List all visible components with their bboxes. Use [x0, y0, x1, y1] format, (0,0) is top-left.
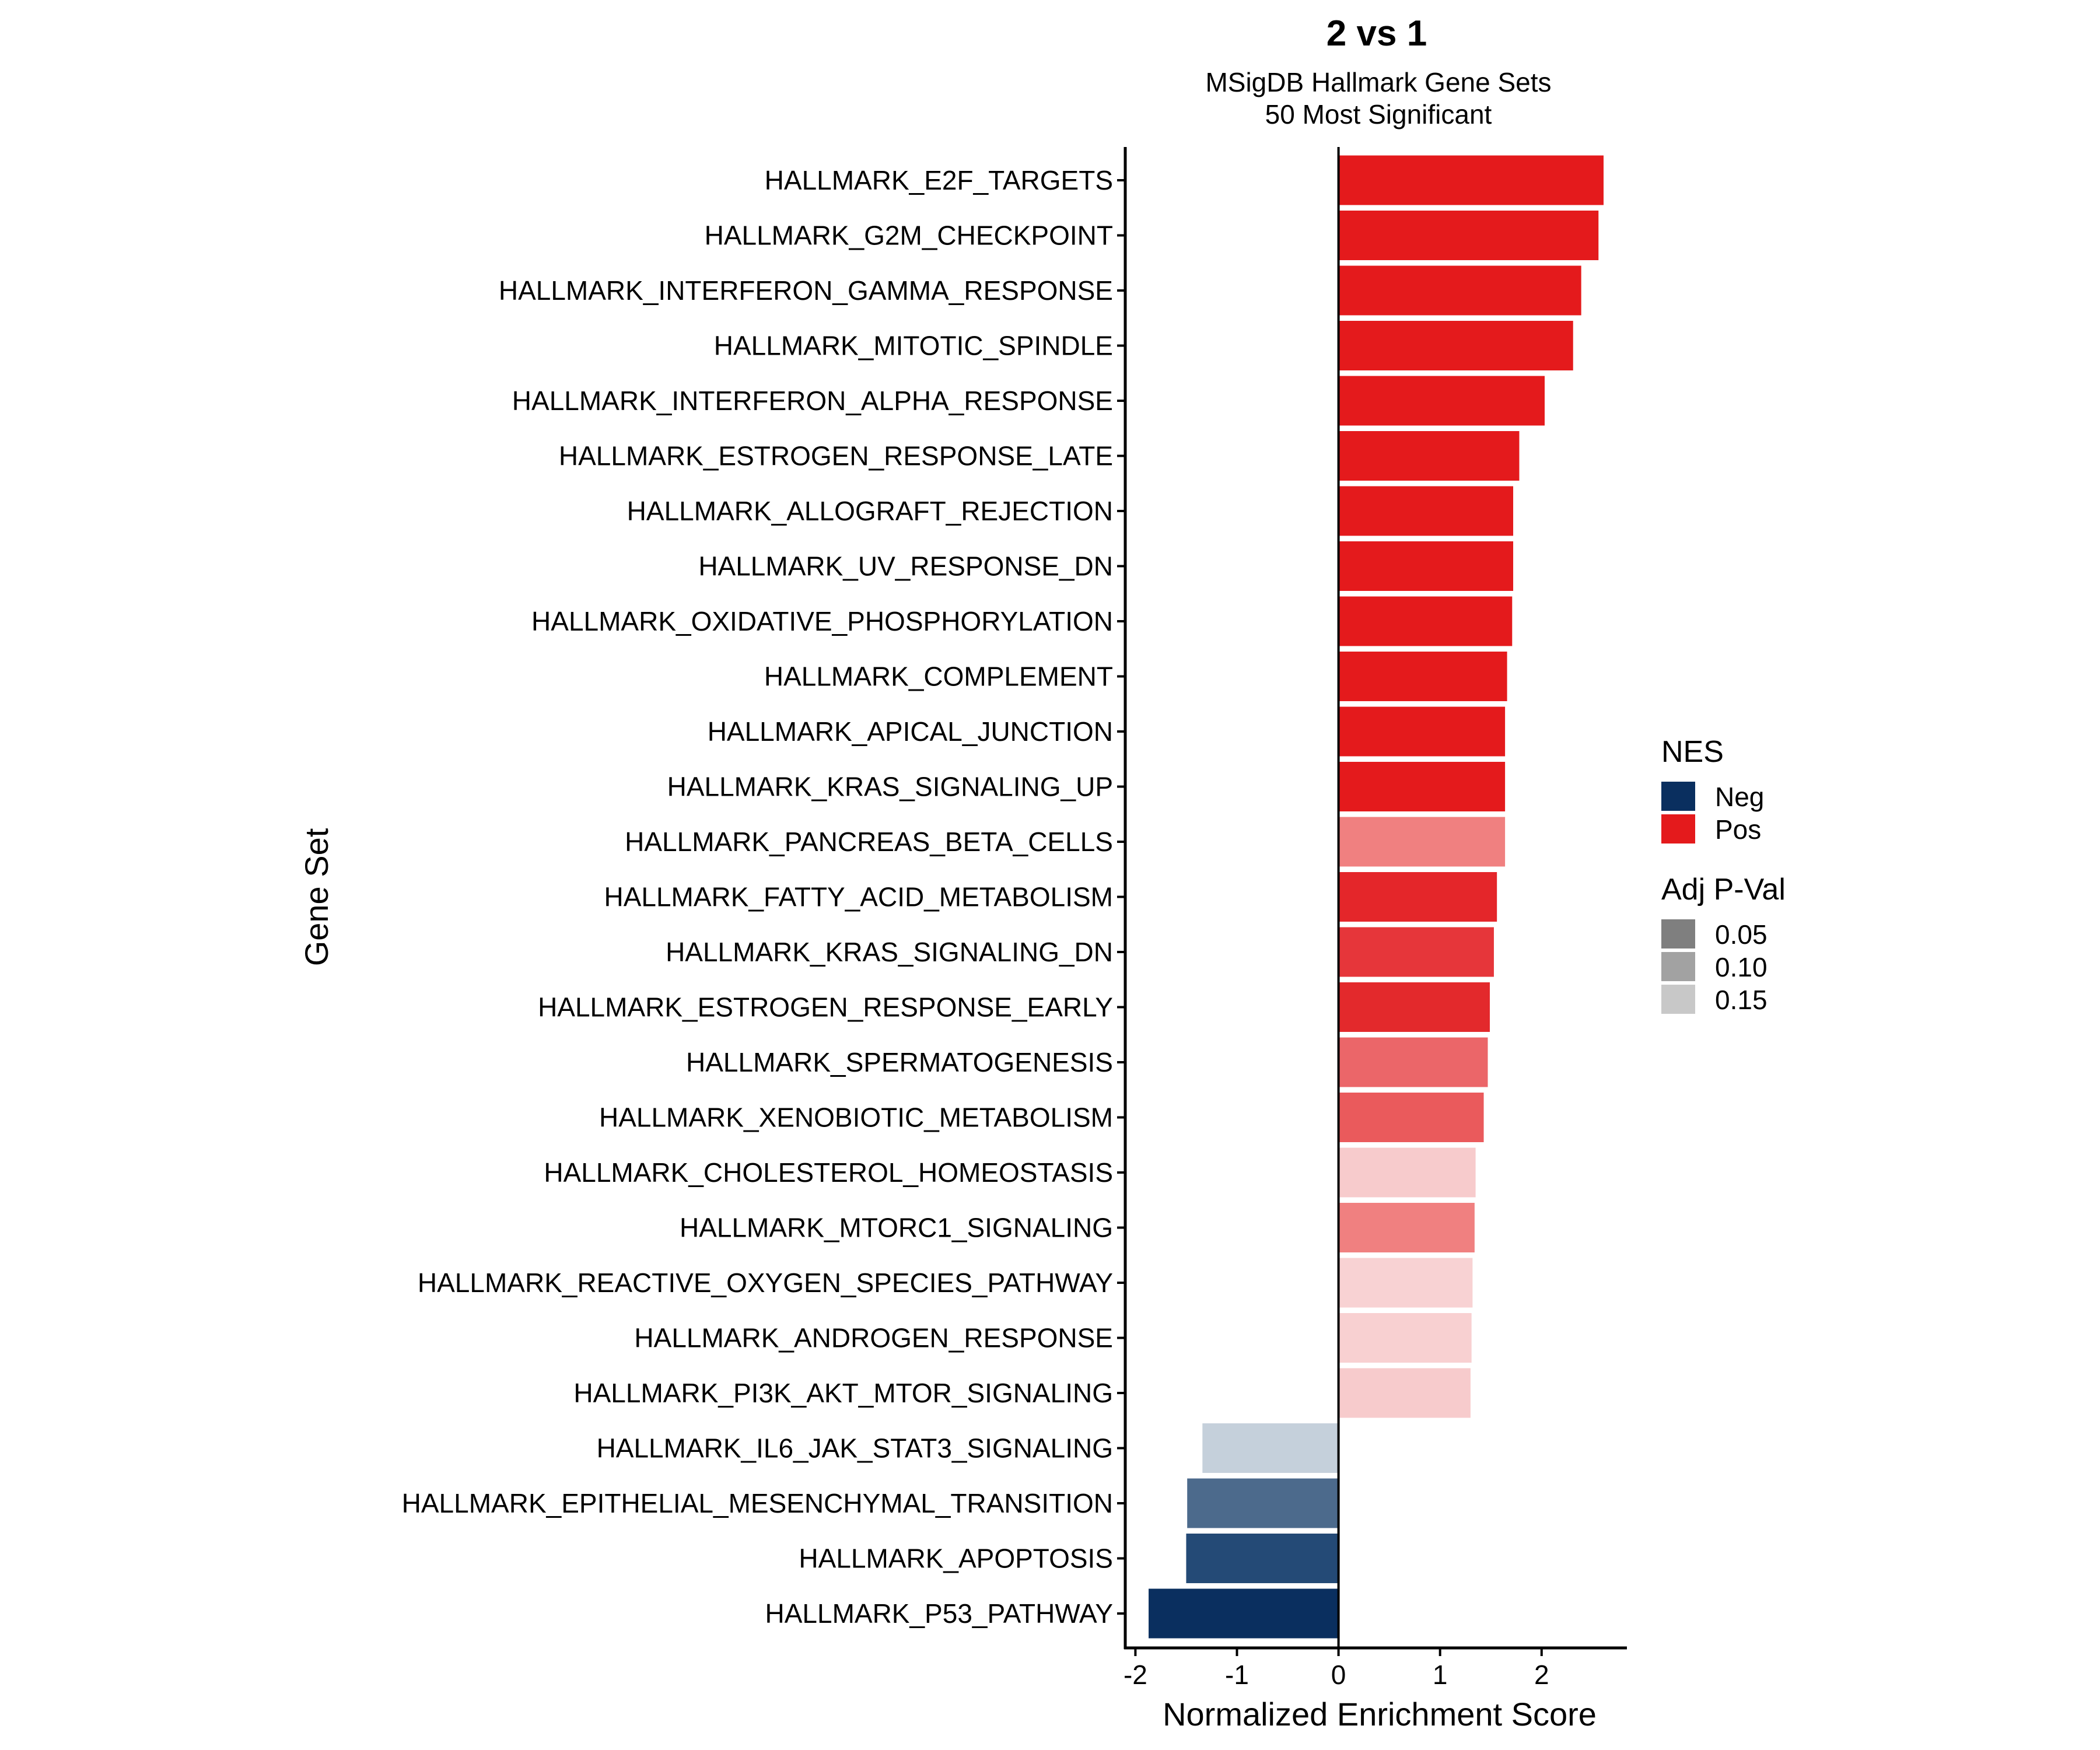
chart-subtitle-line-1: MSigDB Hallmark Gene Sets: [1205, 67, 1551, 97]
y-tick-label: HALLMARK_XENOBIOTIC_METABOLISM: [599, 1102, 1113, 1133]
bar-hallmark-e2f-targets: [1338, 155, 1604, 205]
y-tick-label: HALLMARK_MITOTIC_SPINDLE: [714, 331, 1113, 361]
bar-hallmark-kras-signaling-dn: [1338, 927, 1494, 977]
bar-hallmark-mtorc1-signaling: [1338, 1203, 1475, 1252]
bar-hallmark-fatty-acid-metabolism: [1338, 872, 1497, 922]
bar-hallmark-uv-response-dn: [1338, 541, 1514, 591]
x-tick-label: -1: [1225, 1660, 1249, 1690]
legend-key-padj-0-15: [1661, 985, 1695, 1014]
y-tick-label: HALLMARK_PI3K_AKT_MTOR_SIGNALING: [573, 1378, 1113, 1408]
legend-padj-title: Adj P-Val: [1661, 873, 1786, 907]
y-tick-label: HALLMARK_P53_PATHWAY: [765, 1598, 1114, 1629]
legend-label: 0.05: [1715, 919, 1768, 950]
y-tick-label: HALLMARK_IL6_JAK_STAT3_SIGNALING: [597, 1433, 1113, 1464]
bar-hallmark-estrogen-response-early: [1338, 982, 1490, 1032]
bar-hallmark-interferon-alpha-response: [1338, 376, 1545, 426]
chart-subtitle-line-2: 50 Most Significant: [1265, 99, 1492, 130]
bar-hallmark-androgen-response: [1338, 1313, 1472, 1363]
bar-hallmark-cholesterol-homeostasis: [1338, 1147, 1476, 1198]
bar-hallmark-g2m-checkpoint: [1338, 211, 1599, 260]
bar-hallmark-oxidative-phosphorylation: [1338, 596, 1513, 646]
legend-label: 0.10: [1715, 952, 1768, 982]
bar-hallmark-il6-jak-stat3-signaling: [1202, 1423, 1339, 1473]
bar-hallmark-xenobiotic-metabolism: [1338, 1093, 1484, 1142]
bar-hallmark-reactive-oxygen-species-pathway: [1338, 1258, 1473, 1308]
legend-key-padj-0-05: [1661, 919, 1695, 949]
y-tick-label: HALLMARK_MTORC1_SIGNALING: [680, 1213, 1113, 1243]
chart-title: 2 vs 1: [1326, 13, 1427, 54]
y-tick-label: HALLMARK_INTERFERON_GAMMA_RESPONSE: [499, 275, 1113, 306]
y-tick-label: HALLMARK_FATTY_ACID_METABOLISM: [604, 882, 1113, 912]
bar-hallmark-pancreas-beta-cells: [1338, 817, 1506, 867]
bar-hallmark-spermatogenesis: [1338, 1037, 1488, 1087]
x-axis-title: Normalized Enrichment Score: [1163, 1696, 1597, 1732]
y-tick-label: HALLMARK_SPERMATOGENESIS: [686, 1047, 1113, 1077]
x-tick-label: 0: [1331, 1660, 1346, 1690]
y-tick-label: HALLMARK_ALLOGRAFT_REJECTION: [627, 496, 1113, 526]
bar-hallmark-pi3k-akt-mtor-signaling: [1338, 1368, 1471, 1418]
bar-hallmark-allograft-rejection: [1338, 486, 1514, 536]
y-tick-label: HALLMARK_ESTROGEN_RESPONSE_LATE: [559, 441, 1113, 471]
bar-hallmark-kras-signaling-up: [1338, 762, 1506, 811]
y-tick-label: HALLMARK_KRAS_SIGNALING_DN: [666, 937, 1113, 967]
y-tick-label: HALLMARK_UV_RESPONSE_DN: [698, 551, 1113, 582]
x-tick-label: 2: [1534, 1660, 1549, 1690]
bar-hallmark-apical-junction: [1338, 706, 1506, 757]
y-tick-label: HALLMARK_CHOLESTEROL_HOMEOSTASIS: [544, 1157, 1113, 1188]
legend-label: 0.15: [1715, 985, 1768, 1015]
y-tick-label: HALLMARK_COMPLEMENT: [764, 662, 1113, 692]
y-tick-label: HALLMARK_E2F_TARGETS: [765, 165, 1113, 195]
y-tick-label: HALLMARK_G2M_CHECKPOINT: [705, 220, 1113, 251]
y-tick-label: HALLMARK_REACTIVE_OXYGEN_SPECIES_PATHWAY: [418, 1268, 1113, 1298]
legend-padj-items: 0.050.100.15: [1661, 919, 1768, 1015]
y-axis-ticks: HALLMARK_E2F_TARGETS HALLMARK_G2M_CHECKPO…: [402, 165, 1125, 1629]
legend-label: Pos: [1715, 814, 1761, 845]
y-tick-label: HALLMARK_ESTROGEN_RESPONSE_EARLY: [538, 992, 1113, 1023]
y-axis-title: Gene Set: [298, 828, 335, 966]
x-axis-ticks: -2 -1 0 1 2: [1124, 1648, 1549, 1690]
bars-group: [1149, 155, 1604, 1639]
bar-hallmark-complement: [1338, 652, 1507, 701]
bar-hallmark-estrogen-response-late: [1338, 431, 1520, 481]
y-tick-label: HALLMARK_KRAS_SIGNALING_UP: [667, 772, 1113, 802]
y-tick-label: HALLMARK_OXIDATIVE_PHOSPHORYLATION: [531, 606, 1113, 636]
y-tick-label: HALLMARK_APICAL_JUNCTION: [708, 716, 1113, 747]
bar-hallmark-mitotic-spindle: [1338, 321, 1573, 370]
legend-key-nes-pos: [1661, 814, 1695, 844]
bar-hallmark-epithelial-mesenchymal-transition: [1187, 1478, 1339, 1528]
y-tick-label: HALLMARK_APOPTOSIS: [799, 1544, 1113, 1574]
bar-hallmark-apoptosis: [1186, 1534, 1339, 1583]
bar-hallmark-interferon-gamma-response: [1338, 265, 1581, 316]
bar-hallmark-p53-pathway: [1149, 1588, 1339, 1639]
y-tick-label: HALLMARK_ANDROGEN_RESPONSE: [634, 1323, 1113, 1353]
legend-label: Neg: [1715, 782, 1764, 812]
y-tick-label: HALLMARK_INTERFERON_ALPHA_RESPONSE: [512, 386, 1113, 416]
y-tick-label: HALLMARK_EPITHELIAL_MESENCHYMAL_TRANSITI…: [402, 1488, 1113, 1518]
legend-key-nes-neg: [1661, 782, 1695, 811]
legend-key-padj-0-10: [1661, 952, 1695, 981]
x-tick-label: -2: [1124, 1660, 1147, 1690]
legend-nes-title: NES: [1661, 735, 1724, 769]
y-tick-label: HALLMARK_PANCREAS_BETA_CELLS: [625, 827, 1113, 857]
x-tick-label: 1: [1433, 1660, 1448, 1690]
